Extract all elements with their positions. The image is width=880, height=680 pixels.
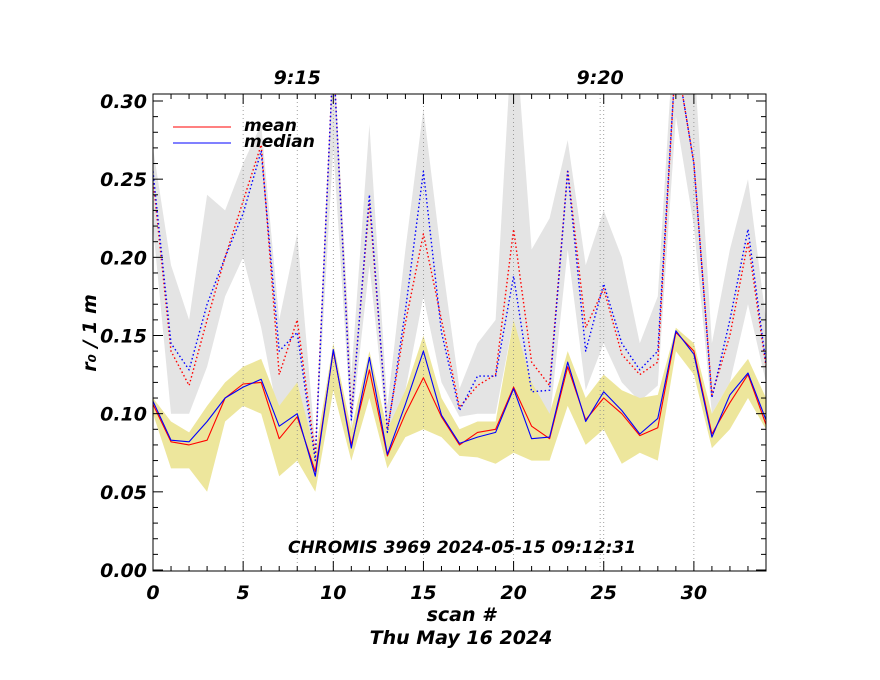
x-axis-label: scan #	[427, 604, 498, 626]
y-tick-label-4: 0.20	[100, 247, 147, 269]
date-label: Thu May 16 2024	[370, 627, 553, 649]
chart-annotation: CHROMIS 3969 2024-05-15 09:12:31	[288, 538, 636, 558]
x-tick-label-2: 10	[320, 582, 346, 604]
x-tick-labels: 0 5 10 15 20 25 30	[146, 582, 707, 604]
spread-bands	[153, 94, 766, 492]
y-tick-label-3: 0.15	[100, 326, 147, 348]
series-lines	[153, 94, 766, 477]
y-tick-label-1: 0.05	[100, 482, 147, 504]
x-tick-label-5: 25	[591, 582, 617, 604]
time-marker-labels: 9:15 9:20	[274, 67, 624, 89]
legend: mean median	[173, 116, 315, 152]
x-tick-label-0: 0	[146, 582, 159, 604]
median-spread-band	[153, 319, 766, 492]
series-line-2	[153, 94, 766, 455]
x-tick-label-4: 20	[500, 582, 526, 604]
mean-spread-band	[153, 94, 766, 458]
series-line-1	[153, 330, 766, 477]
legend-mean-label: mean	[244, 116, 297, 136]
y-tick-label-6: 0.30	[100, 91, 147, 113]
x-tick-label-3: 15	[410, 582, 436, 604]
y-tick-label-2: 0.10	[100, 404, 147, 426]
time-marker-label-0: 9:15	[274, 67, 321, 89]
y-tick-label-5: 0.25	[100, 169, 147, 191]
x-tick-label-1: 5	[237, 582, 250, 604]
series-line-0	[153, 331, 766, 473]
axis-ticks	[152, 94, 767, 571]
legend-median-label: median	[244, 132, 315, 152]
y-tick-labels: 0.00 0.05 0.10 0.15 0.20 0.25 0.30	[100, 91, 147, 582]
y-axis-label: r₀ / 1 m	[79, 294, 101, 372]
x-tick-label-6: 30	[681, 582, 707, 604]
y-tick-label-0: 0.00	[100, 560, 147, 582]
time-marker-label-1: 9:20	[576, 67, 623, 89]
